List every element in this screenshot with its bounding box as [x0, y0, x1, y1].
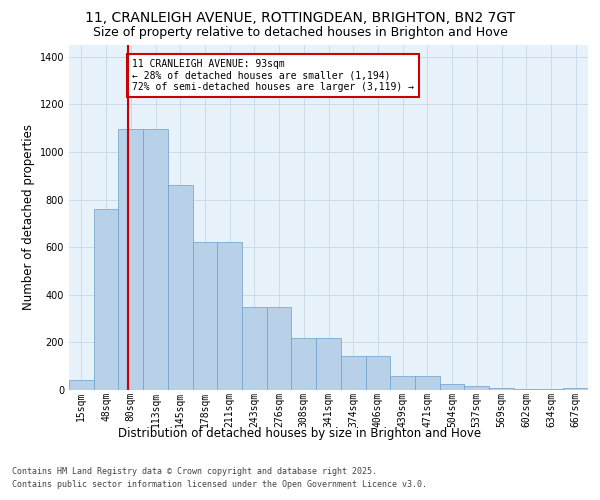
Bar — [217, 242, 242, 390]
Bar — [316, 338, 341, 390]
Bar — [341, 356, 365, 390]
Text: Size of property relative to detached houses in Brighton and Hove: Size of property relative to detached ho… — [92, 26, 508, 39]
Bar — [267, 306, 292, 390]
Bar — [118, 130, 143, 390]
Bar — [69, 380, 94, 390]
Bar — [193, 242, 217, 390]
Bar — [514, 389, 539, 390]
Bar — [539, 389, 563, 390]
Bar — [292, 338, 316, 390]
Y-axis label: Number of detached properties: Number of detached properties — [22, 124, 35, 310]
Text: 11 CRANLEIGH AVENUE: 93sqm
← 28% of detached houses are smaller (1,194)
72% of s: 11 CRANLEIGH AVENUE: 93sqm ← 28% of deta… — [132, 60, 414, 92]
Bar — [94, 209, 118, 390]
Bar — [489, 388, 514, 390]
Bar — [242, 306, 267, 390]
Bar — [365, 356, 390, 390]
Bar — [415, 376, 440, 390]
Bar — [143, 130, 168, 390]
Text: Distribution of detached houses by size in Brighton and Hove: Distribution of detached houses by size … — [118, 428, 482, 440]
Bar — [464, 386, 489, 390]
Bar — [563, 388, 588, 390]
Bar — [440, 384, 464, 390]
Bar — [168, 186, 193, 390]
Text: Contains public sector information licensed under the Open Government Licence v3: Contains public sector information licen… — [12, 480, 427, 489]
Text: Contains HM Land Registry data © Crown copyright and database right 2025.: Contains HM Land Registry data © Crown c… — [12, 468, 377, 476]
Bar — [390, 376, 415, 390]
Text: 11, CRANLEIGH AVENUE, ROTTINGDEAN, BRIGHTON, BN2 7GT: 11, CRANLEIGH AVENUE, ROTTINGDEAN, BRIGH… — [85, 11, 515, 25]
